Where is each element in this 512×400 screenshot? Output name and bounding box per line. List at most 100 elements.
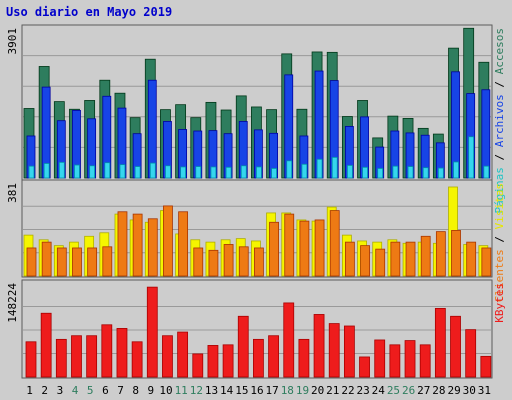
bar-clientes-day-27: [420, 235, 431, 277]
legend-kbytes-label: KBytes: [493, 283, 506, 323]
bar-paginas-day-25: [392, 165, 399, 179]
x-tick-label: 13: [205, 384, 218, 397]
bar-kbytes-day-11: [177, 331, 189, 378]
bar-clientes-day-13: [208, 249, 219, 277]
bar-kbytes-day-13: [207, 345, 219, 378]
bar-paginas-day-6: [104, 162, 111, 179]
bar-paginas-day-9: [149, 162, 156, 179]
bar-kbytes-day-18: [283, 302, 295, 378]
bar-kbytes-day-24: [374, 339, 386, 378]
bar-paginas-day-12: [195, 166, 202, 179]
bar-clientes-day-21: [329, 210, 340, 277]
bar-kbytes-day-25: [389, 344, 401, 378]
bar-clientes-day-6: [102, 246, 113, 277]
bar-paginas-day-19: [301, 163, 308, 179]
bar-kbytes-day-26: [404, 340, 416, 378]
x-tick-label: 5: [87, 384, 94, 397]
x-tick-label: 23: [357, 384, 370, 397]
bar-kbytes-day-6: [101, 324, 113, 378]
x-tick-label: 17: [266, 384, 279, 397]
bar-clientes-day-7: [117, 211, 128, 277]
bar-paginas-day-11: [180, 166, 187, 179]
bar-kbytes-day-16: [253, 338, 264, 378]
bar-clientes-day-4: [72, 247, 82, 277]
bar-paginas-day-7: [119, 164, 126, 179]
bar-paginas-day-23: [362, 166, 368, 179]
bar-paginas-day-22: [346, 164, 353, 179]
bar-kbytes-day-19: [298, 338, 310, 378]
bar-clientes-day-20: [314, 219, 325, 277]
bar-kbytes-day-8: [131, 341, 143, 378]
x-tick-label: 19: [296, 384, 309, 397]
bar-clientes-day-2: [41, 241, 52, 277]
bar-paginas-day-27: [422, 167, 429, 179]
bar-clientes-day-22: [344, 241, 355, 277]
svg-text:Clientes / Visitas: Clientes / Visitas: [493, 183, 506, 302]
bar-kbytes-day-29: [450, 315, 461, 378]
max-label-visits: 381: [6, 183, 19, 203]
svg-text:Páginas / Archivos / Accesos: Páginas / Archivos / Accesos: [493, 28, 506, 213]
x-tick-label: 12: [190, 384, 203, 397]
bar-kbytes-day-12: [192, 353, 204, 378]
legend-sep: /: [493, 147, 506, 167]
bar-clientes-day-31: [481, 247, 492, 277]
bar-kbytes-day-1: [25, 341, 37, 378]
x-tick-label: 18: [281, 384, 294, 397]
bar-paginas-day-4: [74, 164, 80, 179]
bar-kbytes-day-15: [237, 315, 249, 378]
bar-clientes-day-23: [360, 245, 370, 277]
bar-clientes-day-12: [193, 247, 204, 277]
bar-paginas-day-13: [210, 166, 217, 179]
bar-paginas-day-8: [134, 166, 141, 179]
x-tick-label: 26: [402, 384, 415, 397]
x-tick-label: 6: [102, 384, 109, 397]
max-label-hits: 3901: [6, 28, 19, 55]
bar-paginas-day-1: [28, 165, 35, 179]
x-tick-label: 25: [387, 384, 400, 397]
x-tick-label: 9: [148, 384, 155, 397]
bar-kbytes-day-7: [116, 328, 128, 378]
x-axis-ticks: 1 2 3 4 5 6 7 8 9 10 11 12 13 14 15 16 17 18 19 20 21 22 23 24 2…: [26, 384, 491, 397]
x-tick-label: 22: [341, 384, 354, 397]
x-tick-label: 24: [372, 384, 386, 397]
bar-archivos-day-31: [481, 89, 491, 179]
bar-paginas-day-2: [43, 163, 50, 179]
legend-archivos: Archivos: [493, 94, 506, 147]
legend-accesos: Accesos: [493, 28, 506, 74]
x-tick-label: 21: [326, 384, 339, 397]
bar-clientes-day-28: [435, 231, 446, 277]
bar-paginas-day-24: [377, 168, 384, 179]
bar-clientes-day-14: [223, 244, 234, 277]
bar-clientes-day-16: [254, 247, 264, 277]
bar-kbytes-day-10: [162, 335, 173, 378]
x-tick-label: 29: [447, 384, 460, 397]
bar-kbytes-day-3: [55, 338, 67, 378]
bar-clientes-day-29: [451, 230, 461, 277]
bar-kbytes-day-30: [465, 329, 477, 378]
x-tick-label: 2: [41, 384, 48, 397]
x-tick-label: 1: [26, 384, 33, 397]
legend-visitas: Visitas: [493, 183, 506, 229]
x-tick-label: 11: [175, 384, 188, 397]
x-tick-label: 27: [417, 384, 430, 397]
bar-clientes-day-15: [238, 246, 249, 277]
bar-clientes-day-9: [147, 218, 158, 277]
bar-kbytes-day-28: [434, 307, 446, 378]
x-tick-label: 4: [72, 384, 79, 397]
bar-paginas-day-16: [256, 166, 262, 179]
bar-paginas-day-31: [483, 165, 490, 179]
x-tick-label: 7: [117, 384, 124, 397]
bar-paginas-day-28: [437, 167, 444, 179]
x-tick-label: 3: [57, 384, 64, 397]
bar-clientes-day-8: [132, 213, 143, 277]
legend-hits: Páginas / Archivos / Accesos: [493, 28, 506, 213]
bar-paginas-day-10: [165, 165, 171, 179]
x-tick-label: 30: [463, 384, 476, 397]
bar-clientes-day-3: [56, 247, 67, 277]
legend-sep: /: [493, 229, 506, 249]
bar-kbytes-day-22: [343, 325, 355, 378]
bar-clientes-day-25: [390, 241, 401, 277]
bar-kbytes-day-9: [146, 286, 158, 378]
bar-clientes-day-19: [299, 220, 310, 277]
